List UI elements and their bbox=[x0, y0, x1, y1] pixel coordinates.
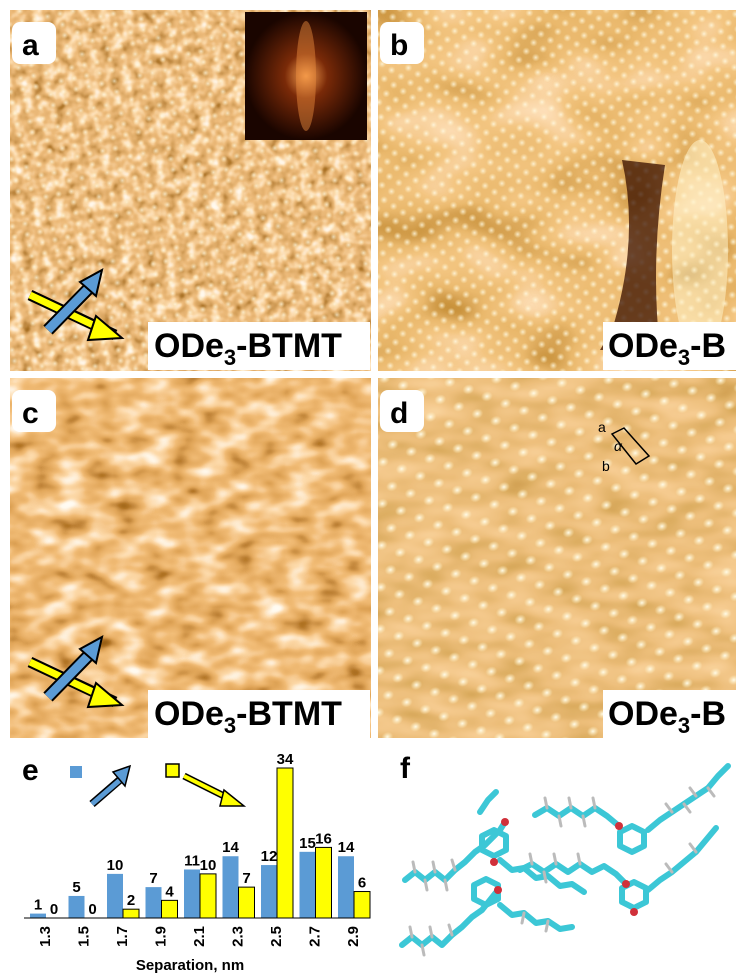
value-label: 14 bbox=[222, 839, 239, 856]
x-tick-label: 1.7 bbox=[114, 926, 131, 947]
value-label: 16 bbox=[315, 830, 332, 847]
value-label: 15 bbox=[299, 835, 316, 852]
value-label: 4 bbox=[165, 883, 174, 900]
bar bbox=[223, 856, 239, 918]
value-label: 5 bbox=[72, 879, 80, 896]
caption-main: ODe bbox=[154, 327, 224, 365]
bar bbox=[261, 865, 277, 918]
bar bbox=[69, 896, 85, 918]
fft-streak bbox=[296, 21, 316, 131]
caption-main: ODe bbox=[608, 695, 678, 733]
bar bbox=[277, 768, 293, 918]
unit-cell-b: b bbox=[602, 458, 610, 474]
value-label: 7 bbox=[242, 870, 250, 887]
bar bbox=[354, 892, 370, 918]
bar bbox=[30, 914, 46, 918]
value-label: 11 bbox=[184, 852, 200, 869]
panel-label: b bbox=[390, 29, 408, 62]
bar bbox=[338, 856, 354, 918]
bar bbox=[300, 852, 316, 918]
caption-rest: -BTMT bbox=[236, 695, 342, 733]
figure: a ODe3-BTMT b ODe3-B c ODe3-BTMT d a α b… bbox=[0, 0, 736, 975]
x-tick-label: 1.5 bbox=[75, 926, 92, 947]
value-label: 10 bbox=[107, 857, 124, 874]
caption-sub: 3 bbox=[224, 713, 236, 738]
value-label: 7 bbox=[149, 870, 157, 887]
bar bbox=[162, 900, 178, 918]
caption-main: ODe bbox=[608, 327, 678, 365]
caption-rest: -B bbox=[690, 695, 726, 733]
bar bbox=[146, 887, 162, 918]
panel-label: a bbox=[22, 29, 39, 62]
x-tick-label: 2.3 bbox=[229, 926, 246, 947]
caption: ODe3-BTMT bbox=[154, 327, 342, 370]
legend-arrow bbox=[92, 780, 120, 804]
bar bbox=[107, 874, 123, 918]
caption-sub: 3 bbox=[678, 713, 690, 738]
caption-sub: 3 bbox=[224, 345, 236, 370]
value-label: 0 bbox=[50, 901, 58, 918]
panel-f: f bbox=[400, 752, 728, 955]
legend-arrow-head bbox=[220, 790, 244, 806]
value-label: 12 bbox=[261, 848, 278, 865]
panel-label: c bbox=[22, 397, 39, 430]
unit-cell-alpha: α bbox=[614, 438, 623, 454]
value-label: 10 bbox=[200, 857, 217, 874]
value-label: 1 bbox=[34, 897, 42, 914]
caption: ODe3-B bbox=[608, 695, 726, 738]
bar bbox=[200, 874, 216, 918]
caption-main: ODe bbox=[154, 695, 224, 733]
value-label: 0 bbox=[88, 901, 96, 918]
panel-label: e bbox=[22, 754, 39, 787]
caption: ODe3-B bbox=[608, 327, 726, 370]
x-tick-label: 2.9 bbox=[345, 926, 362, 947]
x-tick-label: 1.9 bbox=[152, 926, 169, 947]
value-label: 6 bbox=[358, 875, 366, 892]
molecule-model bbox=[402, 766, 728, 945]
x-axis-title: Separation, nm bbox=[136, 957, 244, 974]
panel-c: c ODe3-BTMT bbox=[10, 378, 371, 738]
bar bbox=[239, 887, 255, 918]
panel-b: b ODe3-B bbox=[378, 10, 736, 371]
bar bbox=[316, 847, 332, 918]
panel-label: f bbox=[400, 752, 411, 785]
caption: ODe3-BTMT bbox=[154, 695, 342, 738]
value-label: 2 bbox=[127, 892, 135, 909]
value-label: 34 bbox=[277, 751, 294, 768]
panel-a: a ODe3-BTMT bbox=[10, 10, 371, 371]
legend-swatch bbox=[166, 764, 179, 777]
panel-d: d a α b ODe3-B bbox=[378, 378, 736, 738]
caption-rest: -BTMT bbox=[236, 327, 342, 365]
x-tick-label: 2.7 bbox=[306, 926, 323, 947]
caption-sub: 3 bbox=[678, 345, 690, 370]
x-tick-label: 2.5 bbox=[268, 926, 285, 947]
x-tick-label: 1.3 bbox=[37, 926, 54, 947]
x-tick-label: 2.1 bbox=[191, 926, 208, 947]
panel-label: d bbox=[390, 397, 408, 430]
bar bbox=[123, 909, 139, 918]
bar bbox=[184, 869, 200, 918]
legend-swatch bbox=[70, 766, 82, 778]
caption-rest: -B bbox=[690, 327, 726, 365]
unit-cell-a: a bbox=[598, 419, 606, 435]
value-label: 14 bbox=[338, 839, 355, 856]
stm-lattice bbox=[378, 378, 736, 738]
